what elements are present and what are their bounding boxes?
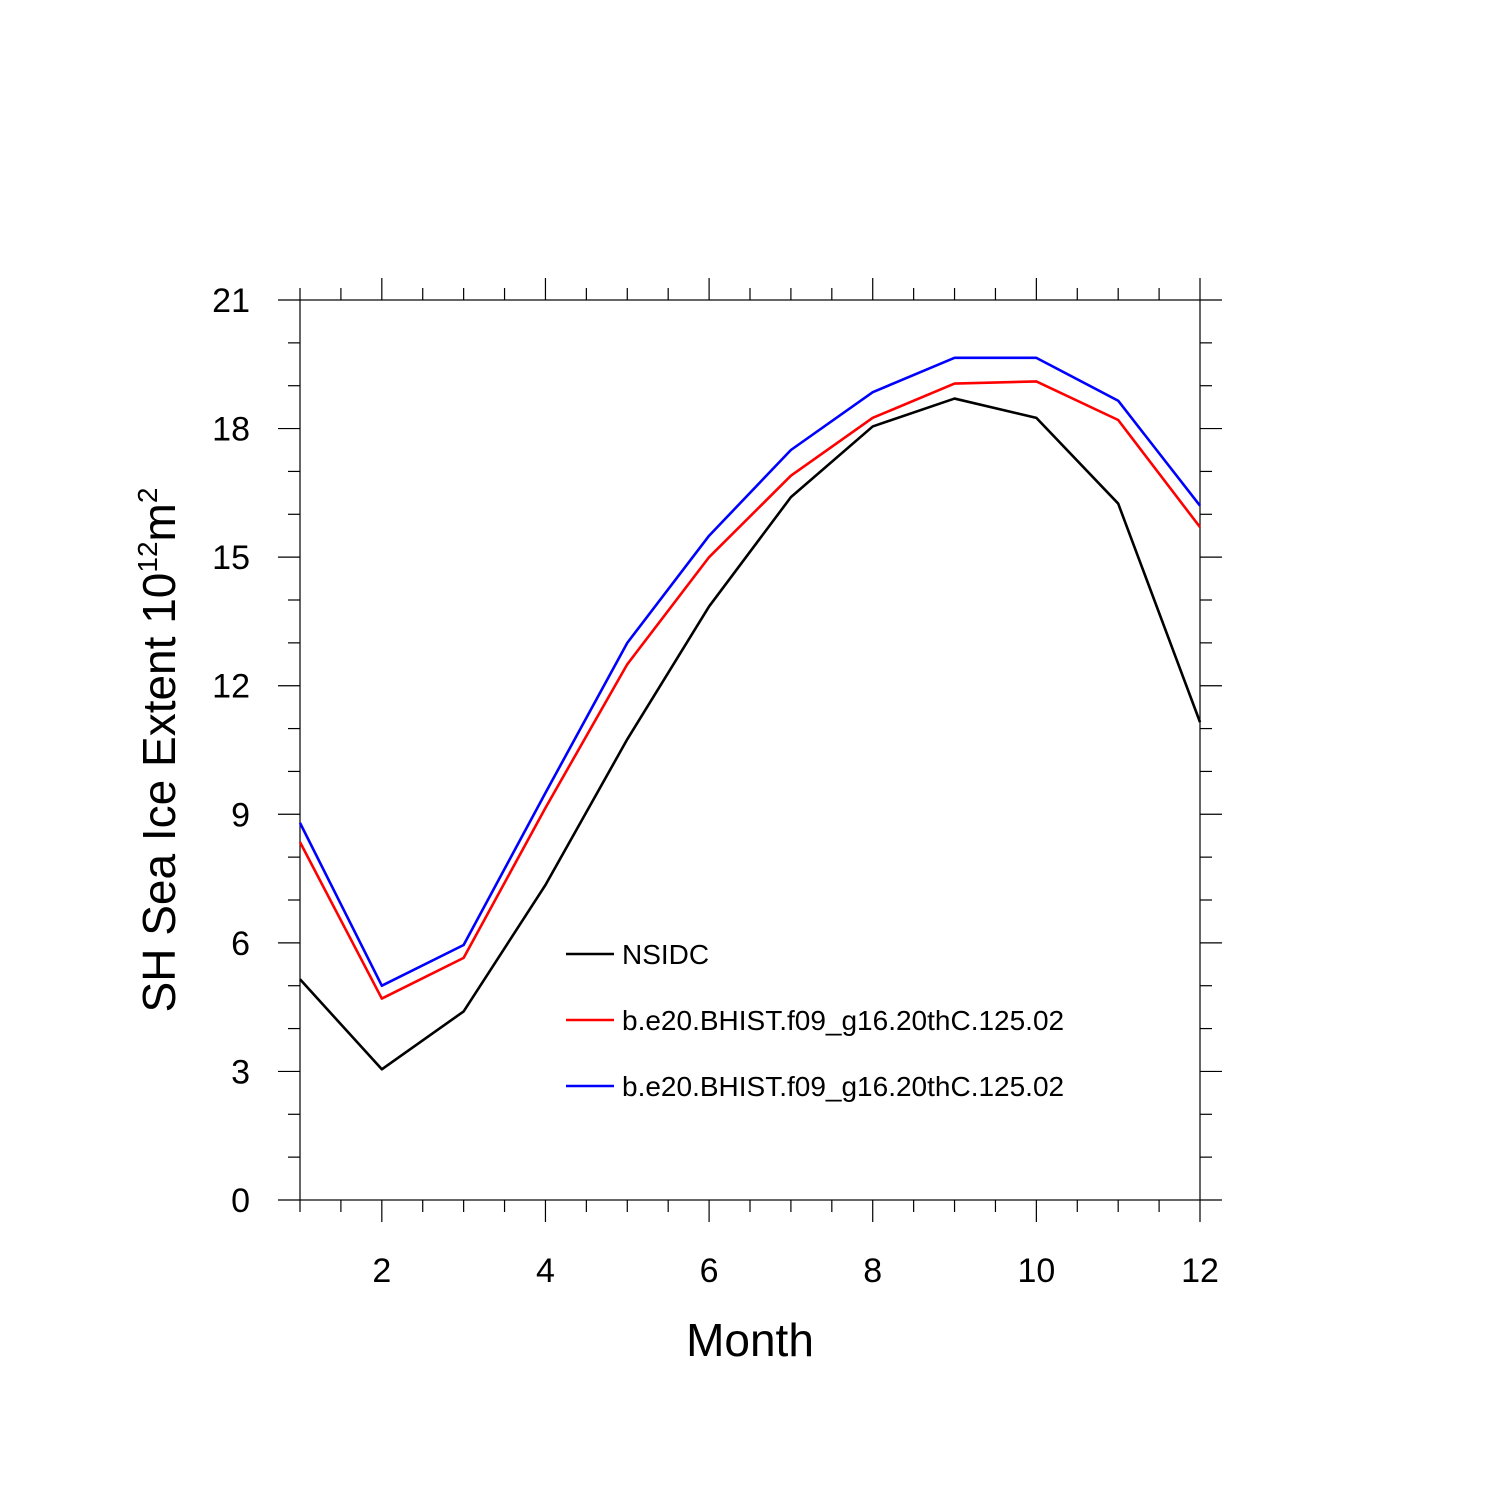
x-tick-label: 8 [863,1252,882,1290]
legend-label-2: b.e20.BHIST.f09_g16.20thC.125.02 [622,1005,1064,1036]
plot-border [299,299,1201,1201]
x-tick-label: 12 [1181,1252,1219,1290]
series-line-3 [298,356,1202,988]
y-tick-label: 6 [231,925,250,963]
legend: NSIDC b.e20.BHIST.f09_g16.20thC.125.02 b.e… [566,939,1064,1102]
legend-label-1: NSIDC [622,939,709,970]
y-tick-label: 12 [212,668,250,706]
legend-label-3: b.e20.BHIST.f09_g16.20thC.125.02 [622,1071,1064,1102]
x-tick-label: 6 [700,1252,719,1290]
plot-frame [299,299,1201,1201]
y-tick-label: 3 [231,1053,250,1091]
y-axis-title-exponent: 12 [132,541,163,572]
axis-ticks [278,278,1222,1222]
x-tick-label: 10 [1017,1252,1055,1290]
series-line-2 [298,380,1202,1000]
y-tick-label: 18 [212,411,250,449]
series-line-1 [299,397,1202,1071]
x-tick-label: 2 [372,1252,391,1290]
y-axis-title-unit: m [133,503,185,541]
y-tick-label: 0 [231,1182,250,1220]
y-axis-title: SH Sea Ice Extent 1012m2 [132,488,185,1013]
series-lines [298,356,1202,1071]
y-axis-title-unit-exponent: 2 [132,488,163,504]
tick-labels: 2 4 6 8 10 12 0 3 6 9 12 15 18 21 [212,282,1219,1290]
y-tick-label: 9 [231,796,250,834]
y-tick-label: 15 [212,539,250,577]
y-tick-label: 21 [212,282,250,320]
y-axis-title-main: SH Sea Ice Extent 10 [133,573,185,1013]
x-tick-label: 4 [536,1252,555,1290]
x-axis-title: Month [686,1314,814,1366]
